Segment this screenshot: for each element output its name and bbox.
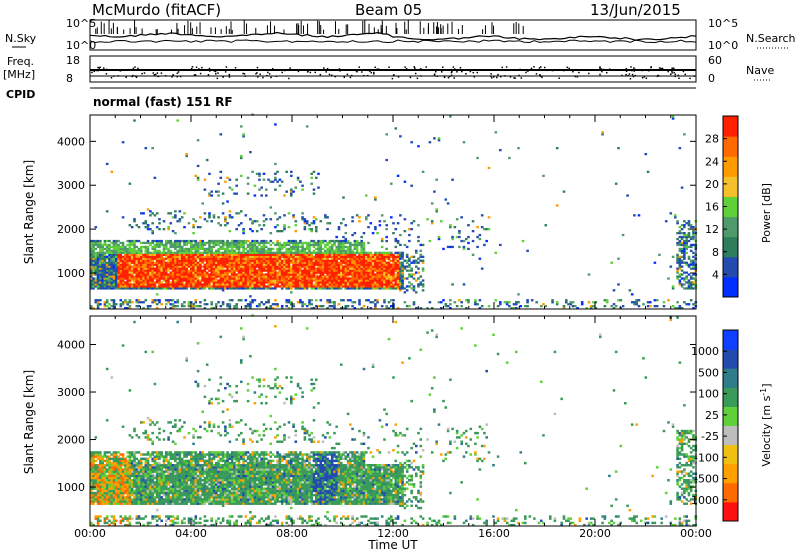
- colorbar-segment: [723, 387, 738, 407]
- x-tick-label: 16:00: [478, 527, 510, 540]
- nsearch-label: N.Search: [746, 32, 796, 45]
- colorbar-tick-label: 25: [705, 409, 719, 422]
- velocity-colorbar: -1000 -500 -100 -25 25 100 500 1000: [687, 329, 739, 522]
- x-axis-label: Time UT: [367, 538, 418, 552]
- colorbar-tick-label: 100: [698, 388, 719, 401]
- colorbar-segment: [723, 330, 738, 350]
- colorbar-segment: [723, 116, 738, 137]
- freq-tick-top: 18: [66, 54, 80, 67]
- nsky-label: N.Sky: [5, 32, 37, 45]
- colorbar-segment: [723, 482, 738, 503]
- y-tick-label: 3000: [57, 386, 85, 399]
- colorbar-tick-label: 16: [705, 201, 719, 214]
- colorbar-segment: [723, 425, 738, 446]
- nsky-spikes: [95, 20, 524, 34]
- y-tick-label: 4000: [57, 339, 85, 352]
- x-tick-label: 00:00: [74, 527, 106, 540]
- cpid-label: CPID: [6, 88, 35, 101]
- colorbar-tick-label: -100: [694, 451, 719, 464]
- colorbar-segment: [723, 463, 738, 484]
- nsearch-trace: [89, 39, 697, 44]
- power-ylabel: Slant Range [km]: [22, 160, 36, 264]
- colorbar-tick-label: 20: [705, 178, 719, 191]
- nsearch-tick-top: 10^5: [708, 17, 738, 30]
- colorbar-segment: [723, 256, 738, 278]
- x-tick-label: 08:00: [276, 527, 308, 540]
- date-title: 13/Jun/2015: [590, 1, 681, 19]
- nave-tick-bottom: 0: [708, 72, 715, 85]
- nsky-nsearch-panel: [89, 19, 697, 51]
- colorbar-tick-label: 12: [705, 223, 719, 236]
- colorbar-segment: [723, 501, 738, 522]
- x-tick-label: 04:00: [175, 527, 207, 540]
- x-tick-label: 00:00: [680, 527, 712, 540]
- colorbar-segment: [723, 406, 738, 426]
- y-tick-label: 4000: [57, 135, 85, 148]
- colorbar-tick-label: 4: [712, 268, 719, 281]
- colorbar-segment: [723, 349, 738, 369]
- freq-marks: [90, 66, 696, 80]
- nsky-trace: [89, 31, 697, 41]
- colorbar-tick-label: 1000: [691, 345, 719, 358]
- x-tick-label: 12:00: [377, 527, 409, 540]
- nave-label: Nave: [746, 64, 774, 77]
- nsky-tick-top: 10^5: [66, 17, 96, 30]
- colorbar-segment: [723, 156, 738, 177]
- colorbar-tick-label: 8: [712, 246, 719, 259]
- power-colorbar: 4 8 12 16 20 24 28: [705, 115, 739, 298]
- nsky-tick-bottom: 10^0: [66, 39, 96, 52]
- freq-label: Freq.: [7, 55, 34, 68]
- x-tick-label: 20:00: [579, 527, 611, 540]
- colorbar-tick-label: -1000: [687, 494, 719, 507]
- nsearch-tick-bottom: 10^0: [708, 39, 738, 52]
- y-tick-label: 1000: [57, 481, 85, 494]
- velocity-ylabel: Slant Range [km]: [22, 370, 36, 474]
- y-tick-label: 1000: [57, 267, 85, 280]
- colorbar-tick-label: 28: [705, 133, 719, 146]
- velocity-panel: 1000 2000 3000 4000: [57, 314, 698, 527]
- freq-unit: [MHz]: [3, 68, 35, 81]
- colorbar-segment: [723, 136, 738, 157]
- colorbar-tick-label: -500: [694, 473, 719, 486]
- y-tick-label: 2000: [57, 434, 85, 447]
- freq-tick-bottom: 8: [66, 72, 73, 85]
- colorbar-segment: [723, 276, 738, 298]
- power-heatmap: [90, 113, 698, 310]
- velocity-colorbar-label: Velocity [m s-1]: [759, 383, 773, 466]
- y-tick-label: 3000: [57, 179, 85, 192]
- colorbar-segment: [723, 216, 738, 238]
- colorbar-segment: [723, 196, 738, 218]
- colorbar-segment: [723, 236, 738, 258]
- beam-title: Beam 05: [355, 1, 422, 19]
- power-panel: 1000 2000 3000 4000: [57, 113, 698, 310]
- y-tick-label: 2000: [57, 223, 85, 236]
- velocity-heatmap: [90, 314, 698, 527]
- nave-tick-top: 60: [708, 54, 722, 67]
- colorbar-tick-label: -25: [701, 430, 719, 443]
- colorbar-segment: [723, 444, 738, 465]
- colorbar-segment: [723, 176, 738, 197]
- colorbar-segment: [723, 368, 738, 388]
- colorbar-tick-label: 24: [705, 155, 719, 168]
- colorbar-tick-label: 500: [698, 366, 719, 379]
- power-colorbar-label: Power [dB]: [760, 183, 773, 243]
- freq-nave-panel: [89, 55, 697, 83]
- cpid-value: normal (fast) 151 RF: [93, 95, 233, 109]
- station-title: McMurdo (fitACF): [92, 1, 221, 19]
